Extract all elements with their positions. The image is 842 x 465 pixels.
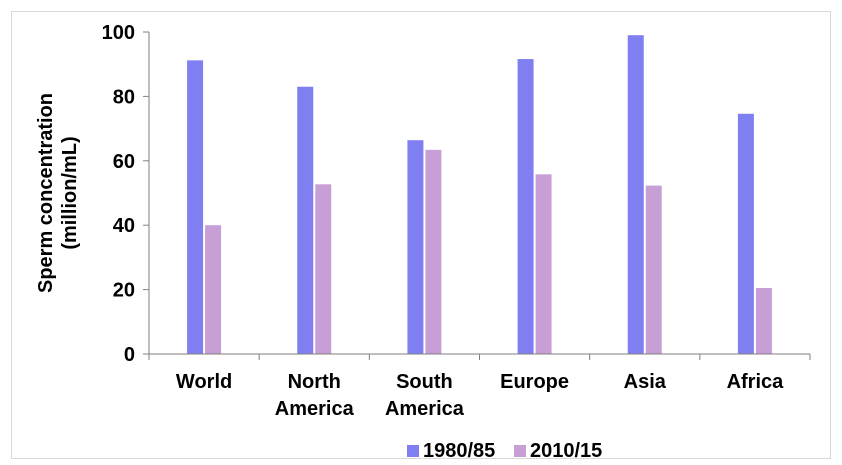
bar-1980-85-0 bbox=[187, 60, 204, 354]
y-tick-label: 20 bbox=[113, 280, 135, 302]
x-category-label: America bbox=[275, 398, 355, 420]
y-tick-label: 100 bbox=[102, 22, 135, 44]
x-category-label: World bbox=[176, 371, 232, 393]
y-tick-label: 80 bbox=[113, 86, 135, 108]
bar-1980-85-5 bbox=[737, 113, 754, 355]
y-tick-label: 40 bbox=[113, 215, 135, 237]
x-category-label: Asia bbox=[624, 371, 667, 393]
legend-swatch bbox=[514, 445, 526, 457]
x-category-label: Africa bbox=[727, 371, 785, 393]
bars bbox=[187, 35, 772, 355]
bar-2010-15-1 bbox=[315, 184, 332, 354]
y-axis-ticks: 0 20 40 60 80 100 bbox=[102, 22, 149, 366]
y-axis-title-line: (million/mL) bbox=[59, 136, 81, 249]
bar-1980-85-3 bbox=[517, 59, 534, 354]
chart-frame bbox=[11, 11, 831, 459]
y-tick-label: 60 bbox=[113, 151, 135, 173]
bar-2010-15-2 bbox=[425, 149, 442, 354]
bar-2010-15-5 bbox=[755, 287, 772, 354]
bar-2010-15-3 bbox=[535, 174, 552, 354]
legend: 1980/85 2010/15 bbox=[407, 440, 602, 462]
bar-2010-15-4 bbox=[645, 185, 662, 354]
x-category-label: South bbox=[396, 371, 453, 393]
bar-1980-85-4 bbox=[627, 35, 644, 354]
y-tick-label: 0 bbox=[124, 344, 135, 366]
bar-2010-15-0 bbox=[205, 225, 222, 354]
y-axis-title-line: Sperm concentration bbox=[35, 93, 57, 293]
x-category-label: North bbox=[288, 371, 341, 393]
x-category-label: Europe bbox=[500, 371, 569, 393]
x-category-label: America bbox=[385, 398, 465, 420]
bar-1980-85-1 bbox=[297, 86, 314, 355]
bar-1980-85-2 bbox=[407, 140, 424, 354]
x-axis-labels: World North America South America Europe Asia A… bbox=[148, 354, 811, 420]
y-axis-label: Sperm concentration (million/mL) bbox=[35, 93, 81, 293]
legend-label: 2010/15 bbox=[530, 440, 602, 462]
legend-swatch bbox=[407, 445, 419, 457]
legend-label: 1980/85 bbox=[423, 440, 495, 462]
